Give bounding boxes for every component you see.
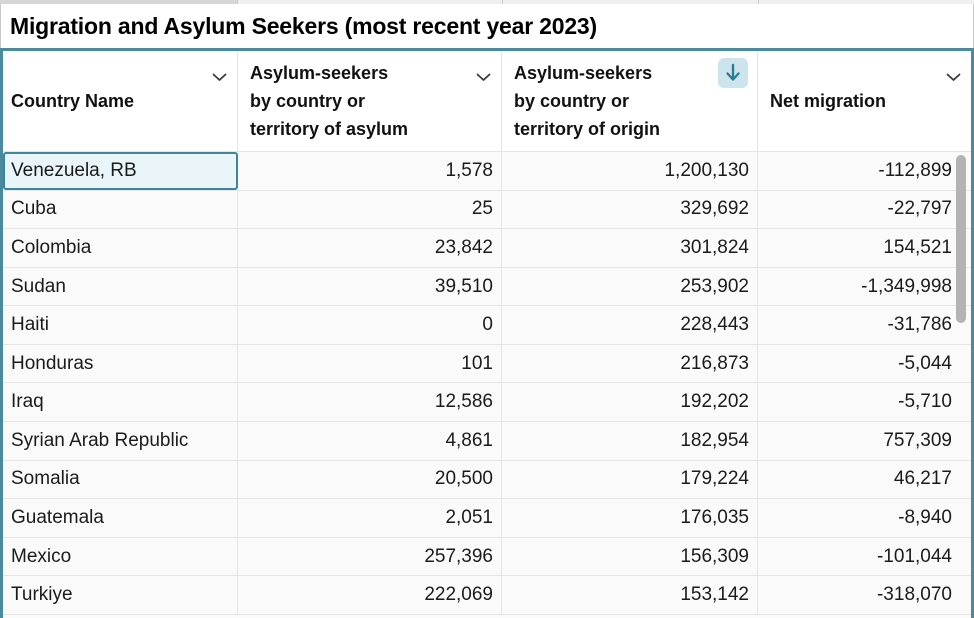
table-cell-net-migration[interactable]: -318,070 [876, 584, 952, 606]
table-cell-country-name[interactable]: Turkiye [3, 576, 238, 614]
table-row: Turkiye 222,069 153,142 -318,070 [3, 576, 971, 615]
table-cell-asylum-seekers-by-origin[interactable]: 228,443 [502, 306, 758, 344]
table-cell-country-name[interactable]: Somalia [3, 460, 238, 499]
table-cell-asylum-seekers-by-origin[interactable]: 182,954 [502, 422, 758, 460]
table-cell-country-name[interactable]: Syrian Arab Republic [3, 422, 238, 460]
table-cell-asylum-seekers-by-origin[interactable]: 301,824 [502, 229, 758, 267]
table-row: Cuba 25 329,692 -22,797 [3, 190, 971, 230]
partial-row-above [0, 0, 974, 4]
column-header-label: Asylum-seekers by country or territory o… [514, 63, 661, 139]
table-cell-country-name[interactable]: Sudan [3, 267, 238, 306]
partial-cell-above [0, 0, 237, 4]
table-title: Migration and Asylum Seekers (most recen… [10, 12, 597, 39]
table-row: Syrian Arab Republic 4,861 182,954 757,309 [3, 422, 971, 461]
table-cell-asylum-seekers-by-asylum[interactable]: 0 [238, 306, 502, 344]
table-cell-net-migration[interactable]: 46,217 [893, 468, 952, 490]
table-cell-country-name[interactable]: Guatemala [3, 499, 238, 537]
column-header-label: Net migration [770, 91, 887, 111]
table-row: Mexico 257,396 156,309 -101,044 [3, 537, 971, 577]
table-cell-asylum-seekers-by-asylum[interactable]: 20,500 [238, 460, 502, 499]
table-cell-net-migration[interactable]: -5,044 [898, 352, 952, 374]
table-cell-asylum-seekers-by-origin[interactable]: 1,200,130 [502, 152, 758, 190]
table-cell-country-name[interactable]: Mexico [3, 537, 238, 576]
table-cell-asylum-seekers-by-origin[interactable]: 176,035 [502, 499, 758, 537]
table-cell-net-migration[interactable]: -1,349,998 [861, 275, 952, 297]
column-menu[interactable] [212, 62, 227, 90]
sort-indicator[interactable] [718, 58, 748, 96]
table-cell-asylum-seekers-by-asylum[interactable]: 39,510 [238, 267, 502, 306]
table-cell-net-migration[interactable]: -5,710 [898, 391, 952, 413]
column-header-asylum-seekers-by-asylum[interactable]: Asylum-seekers by country or territory o… [238, 51, 502, 151]
table-cell-asylum-seekers-by-asylum[interactable]: 257,396 [238, 537, 502, 576]
table-cell-asylum-seekers-by-asylum[interactable]: 12,586 [238, 383, 502, 422]
column-header-country-name[interactable]: Country Name [3, 51, 238, 151]
table-cell-country-name[interactable]: Honduras [3, 344, 238, 383]
table-cell-net-migration[interactable]: -22,797 [887, 198, 952, 220]
table-cell-net-migration[interactable]: -31,786 [887, 314, 952, 336]
table-cell-net-migration[interactable]: 154,521 [883, 236, 952, 258]
table-cell-net-migration[interactable]: -101,044 [876, 545, 952, 567]
table-cell-net-migration[interactable]: 757,309 [883, 429, 952, 451]
table-cell-asylum-seekers-by-asylum[interactable]: 4,861 [238, 422, 502, 460]
table-row: Iraq 12,586 192,202 -5,710 [3, 383, 971, 423]
table-row: Sudan 39,510 253,902 -1,349,998 [3, 267, 971, 307]
table-frame: Country Name Asylum-seekers by country or… [0, 48, 974, 618]
grid-line [758, 0, 759, 4]
vertical-scrollbar-thumb[interactable] [956, 155, 966, 323]
table-cell-net-migration[interactable]: -112,899 [878, 159, 952, 181]
chevron-down-icon[interactable] [476, 73, 491, 82]
table-cell-country-name[interactable]: Haiti [3, 306, 238, 344]
table-cell-asylum-seekers-by-origin[interactable]: 329,692 [502, 190, 758, 229]
table-title-bar: Migration and Asylum Seekers (most recen… [0, 4, 974, 48]
selected-cell[interactable]: Venezuela, RB [3, 152, 238, 190]
grid-line [237, 0, 238, 4]
table-body: Venezuela, RB 1,578 1,200,130 -112,899 Cuba 2… [3, 152, 971, 615]
table-header-row: Country Name Asylum-seekers by country or… [3, 51, 971, 152]
table-cell-asylum-seekers-by-asylum[interactable]: 222,069 [238, 576, 502, 614]
column-menu[interactable] [476, 62, 491, 90]
table-row: Venezuela, RB 1,578 1,200,130 -112,899 [3, 152, 971, 191]
sort-descending-icon[interactable] [718, 58, 748, 88]
column-header-asylum-seekers-by-origin[interactable]: Asylum-seekers by country or territory o… [502, 51, 758, 151]
grid-line [502, 0, 503, 4]
table-row: Somalia 20,500 179,224 46,217 [3, 460, 971, 500]
chevron-down-icon[interactable] [212, 73, 227, 82]
table-cell-asylum-seekers-by-origin[interactable]: 253,902 [502, 267, 758, 306]
table-cell-asylum-seekers-by-origin[interactable]: 179,224 [502, 460, 758, 499]
column-header-label: Country Name [11, 91, 135, 111]
table-cell-asylum-seekers-by-origin[interactable]: 192,202 [502, 383, 758, 422]
table-cell-country-name[interactable]: Cuba [3, 190, 238, 229]
table-cell-country-name[interactable]: Iraq [3, 383, 238, 422]
table-cell-asylum-seekers-by-asylum[interactable]: 101 [238, 344, 502, 383]
table-cell-asylum-seekers-by-asylum[interactable]: 25 [238, 190, 502, 229]
table-cell-asylum-seekers-by-asylum[interactable]: 1,578 [238, 152, 502, 190]
table-row: Colombia 23,842 301,824 154,521 [3, 229, 971, 268]
table-row: Honduras 101 216,873 -5,044 [3, 344, 971, 384]
table-cell-asylum-seekers-by-origin[interactable]: 156,309 [502, 537, 758, 576]
table-row: Haiti 0 228,443 -31,786 [3, 306, 971, 345]
column-menu[interactable] [946, 62, 961, 90]
column-header-label: Asylum-seekers by country or territory o… [250, 63, 409, 139]
table-cell-asylum-seekers-by-origin[interactable]: 216,873 [502, 344, 758, 383]
table-cell-asylum-seekers-by-asylum[interactable]: 23,842 [238, 229, 502, 267]
chevron-down-icon[interactable] [946, 73, 961, 82]
table-cell-net-migration[interactable]: -8,940 [898, 506, 952, 528]
table-row: Guatemala 2,051 176,035 -8,940 [3, 499, 971, 538]
table-cell-asylum-seekers-by-origin[interactable]: 153,142 [502, 576, 758, 614]
column-header-net-migration[interactable]: Net migration [758, 51, 971, 151]
table-cell-asylum-seekers-by-asylum[interactable]: 2,051 [238, 499, 502, 537]
table-cell-country-name[interactable]: Colombia [3, 229, 238, 267]
